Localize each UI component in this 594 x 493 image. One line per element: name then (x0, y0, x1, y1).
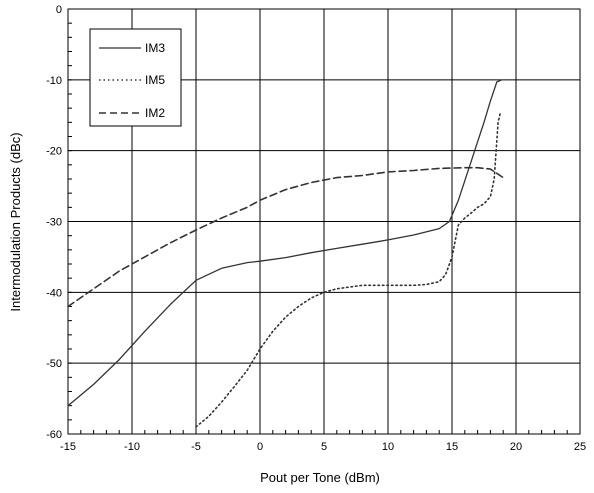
y-tick-label: -60 (46, 429, 62, 441)
legend-label-im3: IM3 (145, 41, 165, 55)
x-tick-label: 25 (574, 441, 586, 453)
x-tick-label: 5 (321, 441, 327, 453)
y-tick-label: -20 (46, 146, 62, 158)
x-tick-label: 0 (257, 441, 263, 453)
axes (67, 8, 581, 435)
series-line-im3 (67, 79, 503, 407)
legend-label-im2: IM2 (145, 106, 165, 120)
y-tick-label: -50 (46, 358, 62, 370)
series-line-im5 (195, 110, 502, 428)
x-tick-label: -10 (124, 441, 140, 453)
y-tick-label: -40 (46, 287, 62, 299)
y-axis-title: Intermodulation Products (dBc) (8, 132, 23, 311)
tick-labels: -15 -10 -5 0 5 10 15 20 250-10-20-30-40-50-60 (46, 4, 586, 453)
x-tick-label: 10 (382, 441, 394, 453)
series-line-im2 (67, 166, 505, 308)
y-tick-label: -10 (46, 75, 62, 87)
x-tick-label: 20 (510, 441, 522, 453)
x-tick-label: -15 (60, 441, 76, 453)
y-tick-label: 0 (56, 4, 62, 16)
plot-border (67, 8, 581, 435)
x-tick-label: 15 (446, 441, 458, 453)
legend-box (89, 28, 182, 127)
x-axis-title: Pout per Tone (dBm) (260, 470, 380, 485)
legend: IM3 IM5 IM2 (89, 28, 182, 127)
legend-label-im5: IM5 (145, 73, 165, 87)
series-lines (67, 79, 505, 428)
y-tick-label: -30 (46, 217, 62, 229)
x-tick-label: -5 (191, 441, 201, 453)
